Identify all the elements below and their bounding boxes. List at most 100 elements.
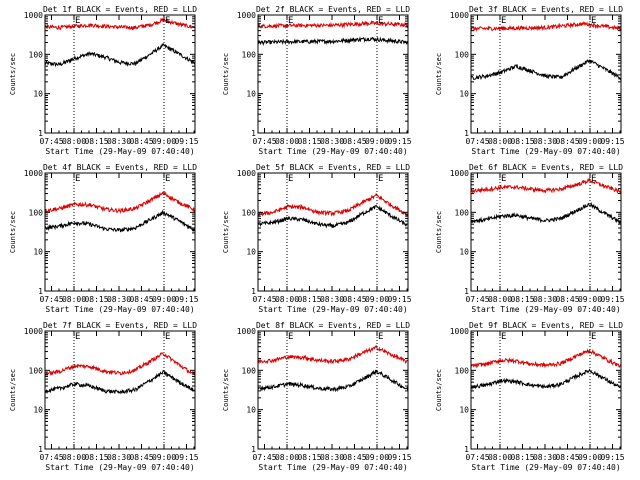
y-axis-label: Counts/sec — [435, 369, 443, 411]
x-tick-label: 09:15 — [600, 137, 624, 146]
chart-panel-9: Det 9f BLACK = Events, RED = LLD E E 1 10 100… — [435, 321, 625, 472]
x-axis-label: Start Time (29-May-09 07:40:40) — [45, 463, 194, 472]
x-tick-label: 08:30 — [107, 295, 131, 304]
y-tick-label: 1 — [464, 129, 469, 138]
x-tick-label: 08:30 — [533, 137, 557, 146]
series-line-events — [257, 369, 409, 393]
x-tick-label: 08:30 — [533, 295, 557, 304]
x-axis-label: Start Time (29-May-09 07:40:40) — [258, 147, 407, 156]
x-tick-label: 07:45 — [39, 453, 63, 462]
x-tick-label: 07:45 — [252, 453, 276, 462]
y-axis-label: Counts/sec — [222, 369, 230, 411]
series-line-lld — [257, 345, 408, 365]
y-tick-label: 100 — [242, 50, 257, 59]
x-tick-label: 08:15 — [297, 137, 321, 146]
y-tick-label: 10 — [459, 248, 469, 257]
y-axis-label: Counts/sec — [9, 211, 17, 253]
y-tick-label: 1 — [38, 445, 43, 454]
x-tick-label: 08:15 — [510, 137, 534, 146]
y-axis-label: Counts/sec — [222, 211, 230, 253]
marker-label: E — [591, 174, 596, 184]
x-tick-label: 08:15 — [297, 295, 321, 304]
series-line-events — [470, 368, 622, 391]
x-tick-label: 09:00 — [152, 137, 176, 146]
chart-panel-3: Det 3f BLACK = Events, RED = LLD E E 1 10 100… — [435, 5, 625, 156]
marker-label: E — [75, 174, 80, 184]
x-tick-label: 08:15 — [84, 295, 108, 304]
x-tick-label: 08:45 — [129, 295, 153, 304]
x-tick-label: 09:00 — [578, 137, 602, 146]
y-tick-label: 1000 — [450, 169, 469, 178]
y-tick-label: 1000 — [450, 327, 469, 336]
x-tick-label: 08:15 — [510, 453, 534, 462]
chart-panel-1: Det 1f BLACK = Events, RED = LLD E E 1 10 100… — [9, 5, 199, 156]
marker-label: E — [501, 16, 506, 26]
marker-label: E — [591, 16, 596, 26]
series-line-events — [257, 204, 408, 229]
x-tick-label: 08:00 — [488, 137, 512, 146]
chart-title: Det 2f BLACK = Events, RED = LLD — [256, 5, 410, 14]
marker-label: E — [591, 332, 596, 342]
x-tick-label: 08:00 — [275, 295, 299, 304]
y-tick-label: 100 — [29, 50, 44, 59]
x-tick-label: 07:45 — [465, 453, 489, 462]
marker-label: E — [165, 174, 170, 184]
x-axis-label: Start Time (29-May-09 07:40:40) — [45, 147, 194, 156]
x-tick-label: 09:15 — [387, 295, 411, 304]
x-tick-label: 07:45 — [465, 295, 489, 304]
chart-title: Det 1f BLACK = Events, RED = LLD — [43, 5, 197, 14]
series-line-events — [470, 59, 622, 81]
chart-panel-5: Det 5f BLACK = Events, RED = LLD E E 1 10 100… — [222, 163, 412, 314]
x-tick-label: 08:15 — [297, 453, 321, 462]
y-tick-label: 1 — [38, 287, 43, 296]
x-tick-label: 09:15 — [387, 137, 411, 146]
chart-title: Det 7f BLACK = Events, RED = LLD — [43, 321, 197, 330]
chart-panel-8: Det 8f BLACK = Events, RED = LLD E E 1 10 100… — [222, 321, 412, 472]
x-tick-label: 07:45 — [252, 295, 276, 304]
marker-label: E — [501, 332, 506, 342]
x-tick-label: 09:15 — [174, 295, 198, 304]
y-axis-label: Counts/sec — [435, 53, 443, 95]
series-line-events — [44, 369, 195, 395]
x-tick-label: 09:15 — [387, 453, 411, 462]
y-tick-label: 10 — [246, 90, 256, 99]
chart-title: Det 4f BLACK = Events, RED = LLD — [43, 163, 197, 172]
y-tick-label: 10 — [246, 406, 256, 415]
series-line-lld — [44, 191, 195, 215]
x-tick-label: 09:15 — [600, 295, 624, 304]
x-tick-label: 07:45 — [39, 295, 63, 304]
x-tick-label: 08:00 — [275, 453, 299, 462]
series-line-lld — [44, 17, 195, 31]
y-tick-label: 1 — [464, 445, 469, 454]
x-tick-label: 08:45 — [555, 453, 579, 462]
y-tick-label: 1000 — [237, 11, 256, 20]
x-axis-label: Start Time (29-May-09 07:40:40) — [471, 305, 620, 314]
marker-label: E — [288, 174, 293, 184]
chart-panel-7: Det 7f BLACK = Events, RED = LLD E E 1 10 100… — [9, 321, 199, 472]
y-tick-label: 100 — [455, 366, 470, 375]
marker-label: E — [75, 332, 80, 342]
x-tick-label: 09:00 — [152, 295, 176, 304]
x-tick-label: 08:00 — [62, 295, 86, 304]
series-line-lld — [257, 19, 409, 30]
x-tick-label: 09:00 — [365, 453, 389, 462]
marker-label: E — [288, 332, 293, 342]
y-tick-label: 10 — [33, 248, 43, 257]
y-tick-label: 10 — [459, 406, 469, 415]
y-tick-label: 1000 — [237, 169, 256, 178]
x-tick-label: 08:15 — [510, 295, 534, 304]
x-axis-label: Start Time (29-May-09 07:40:40) — [258, 463, 407, 472]
series-line-events — [258, 36, 409, 46]
series-line-events — [44, 209, 196, 233]
x-tick-label: 08:45 — [129, 137, 153, 146]
x-tick-label: 08:00 — [62, 453, 86, 462]
y-axis-label: Counts/sec — [9, 53, 17, 95]
x-tick-label: 08:00 — [62, 137, 86, 146]
y-tick-label: 10 — [459, 90, 469, 99]
x-tick-label: 07:45 — [39, 137, 63, 146]
plot-frame — [257, 172, 409, 292]
y-tick-label: 1000 — [450, 11, 469, 20]
y-tick-label: 10 — [33, 90, 43, 99]
x-tick-label: 08:30 — [533, 453, 557, 462]
